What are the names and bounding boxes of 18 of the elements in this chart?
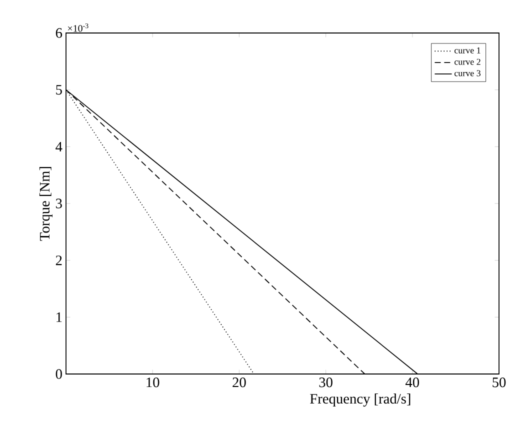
- x-axis-title: Frequency [rad/s]: [310, 394, 410, 407]
- x-tick-label: 50: [492, 378, 506, 388]
- y-tick-label: 0: [56, 369, 62, 379]
- y-axis-title: Torque [Nm]: [39, 167, 52, 241]
- y-tick-label: 6: [56, 28, 62, 38]
- y-tick-label: 3: [56, 198, 62, 208]
- x-tick-label: 30: [319, 378, 332, 388]
- y-tick-label: 2: [56, 256, 62, 266]
- x-tick-label: 10: [146, 378, 160, 388]
- legend-label: curve 1: [454, 47, 480, 54]
- legend-label: curve 3: [454, 70, 480, 76]
- y-tick-label: 5: [56, 85, 62, 95]
- text: ×10$^{-3}$: [68, 23, 88, 32]
- y-tick-label: 4: [56, 142, 62, 152]
- x-tick-label: 40: [406, 378, 420, 388]
- x-tick-label: 20: [232, 378, 246, 388]
- legend-label: curve 2: [454, 58, 480, 65]
- y-tick-label: 1: [56, 312, 62, 322]
